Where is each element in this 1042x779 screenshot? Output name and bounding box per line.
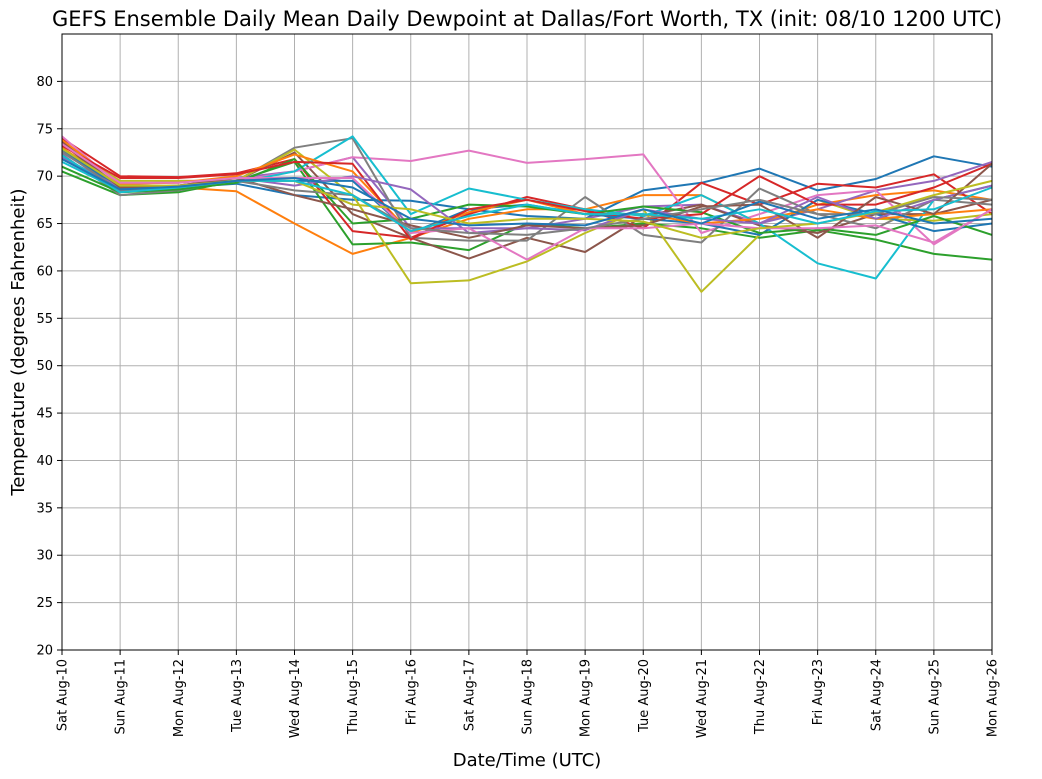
x-tick-label: Wed Aug-14 bbox=[288, 659, 303, 738]
grid bbox=[61, 34, 993, 651]
x-tick-label: Tue Aug-20 bbox=[637, 659, 652, 733]
x-tick-label: Tue Aug-13 bbox=[230, 659, 245, 733]
x-tick-label: Fri Aug-23 bbox=[811, 659, 826, 725]
x-tick-label: Sun Aug-11 bbox=[114, 659, 129, 734]
series-group bbox=[61, 135, 993, 293]
y-tick-label: 25 bbox=[36, 596, 53, 611]
y-tick-label: 60 bbox=[36, 264, 53, 279]
y-tick-label: 45 bbox=[36, 407, 53, 422]
y-tick-label: 75 bbox=[36, 122, 53, 137]
x-tick-label: Fri Aug-16 bbox=[404, 659, 419, 725]
x-tick-label: Mon Aug-19 bbox=[579, 659, 594, 737]
y-tick-label: 80 bbox=[36, 75, 53, 90]
x-tick-label: Sat Aug-17 bbox=[462, 659, 477, 731]
x-tick-label: Mon Aug-12 bbox=[172, 659, 187, 737]
chart-title: GEFS Ensemble Daily Mean Daily Dewpoint … bbox=[52, 7, 1002, 31]
y-tick-label: 35 bbox=[36, 501, 53, 516]
y-tick-label: 70 bbox=[36, 170, 53, 185]
y-axis-title: Temperature (degrees Fahrenheit) bbox=[8, 188, 29, 496]
x-tick-label: Mon Aug-26 bbox=[986, 659, 1001, 737]
x-tick-label: Sun Aug-18 bbox=[521, 659, 536, 734]
y-tick-label: 55 bbox=[36, 312, 53, 327]
x-tick-label: Sat Aug-10 bbox=[56, 659, 71, 731]
x-axis: Sat Aug-10 Sun Aug-11 Mon Aug-12 Tue Aug-13… bbox=[56, 650, 1001, 738]
ensemble-member-line-21 bbox=[61, 158, 993, 227]
y-tick-label: 50 bbox=[36, 359, 53, 374]
ensemble-member-line-13 bbox=[61, 158, 993, 236]
x-tick-label: Thu Aug-22 bbox=[753, 659, 768, 735]
ensemble-member-line-2 bbox=[61, 146, 993, 255]
x-axis-title: Date/Time (UTC) bbox=[453, 750, 602, 771]
ensemble-member-line-17 bbox=[61, 143, 993, 261]
x-tick-label: Wed Aug-21 bbox=[695, 659, 710, 738]
y-tick-label: 40 bbox=[36, 454, 53, 469]
y-tick-label: 30 bbox=[36, 549, 53, 564]
x-tick-label: Sat Aug-24 bbox=[869, 659, 884, 731]
x-tick-label: Sun Aug-25 bbox=[927, 659, 942, 734]
y-tick-label: 20 bbox=[36, 644, 53, 659]
x-tick-label: Thu Aug-15 bbox=[346, 659, 361, 735]
y-axis: 20 25 30 35 40 45 50 55 60 65 70 75 80 bbox=[36, 75, 62, 659]
y-tick-label: 65 bbox=[36, 217, 53, 232]
